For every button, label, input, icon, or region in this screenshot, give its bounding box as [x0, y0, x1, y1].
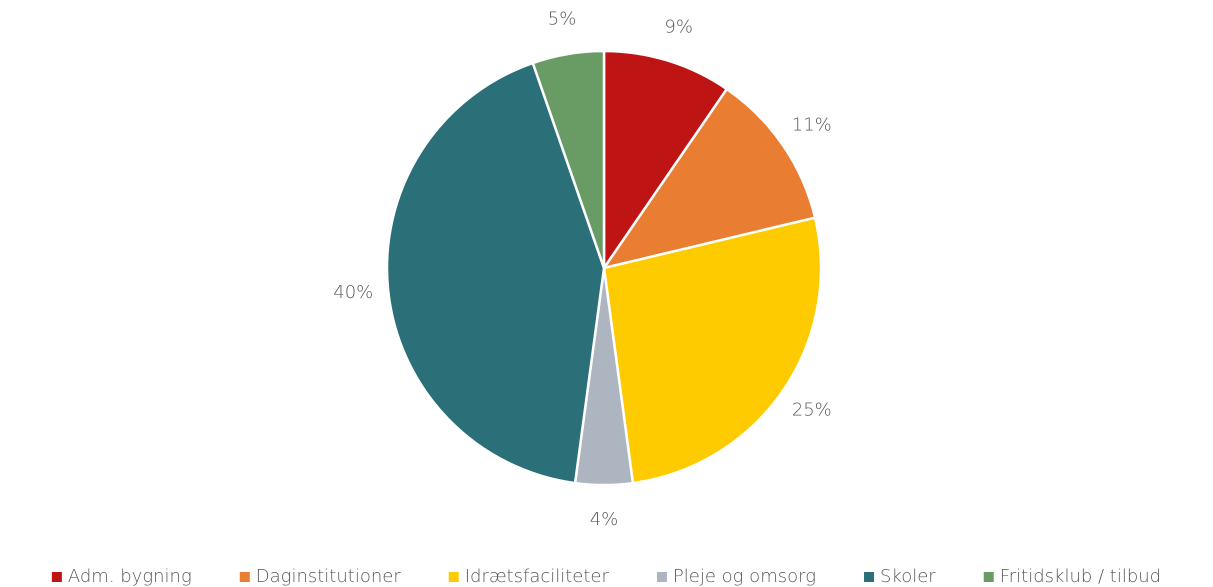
pie-slice — [602, 216, 823, 485]
legend-swatch — [448, 572, 459, 582]
legend-swatch — [864, 572, 875, 582]
legend-swatch — [983, 572, 994, 582]
legend-label: Idrætsfaciliteter — [465, 566, 610, 587]
data-label: 9% — [664, 16, 693, 37]
data-label: 40% — [333, 282, 373, 303]
legend-label: Skoler — [880, 566, 936, 587]
pie-slice — [601, 87, 817, 270]
legend-swatch — [51, 572, 62, 582]
legend-label: Pleje og omsorg — [673, 566, 816, 587]
data-label: 11% — [792, 114, 832, 135]
legend-label: Fritidsklub / tilbud — [1000, 566, 1161, 587]
pie-slice — [531, 49, 606, 269]
pie-slice — [602, 49, 729, 273]
legend-label: Adm. bygning — [68, 566, 192, 587]
data-label: 4% — [590, 509, 619, 530]
legend-label: Daginstitutioner — [256, 566, 402, 587]
data-label: 5% — [548, 9, 577, 30]
legend-swatch — [239, 572, 250, 582]
pie-slice — [385, 61, 606, 485]
legend-swatch — [656, 572, 667, 582]
data-label: 25% — [792, 400, 832, 421]
